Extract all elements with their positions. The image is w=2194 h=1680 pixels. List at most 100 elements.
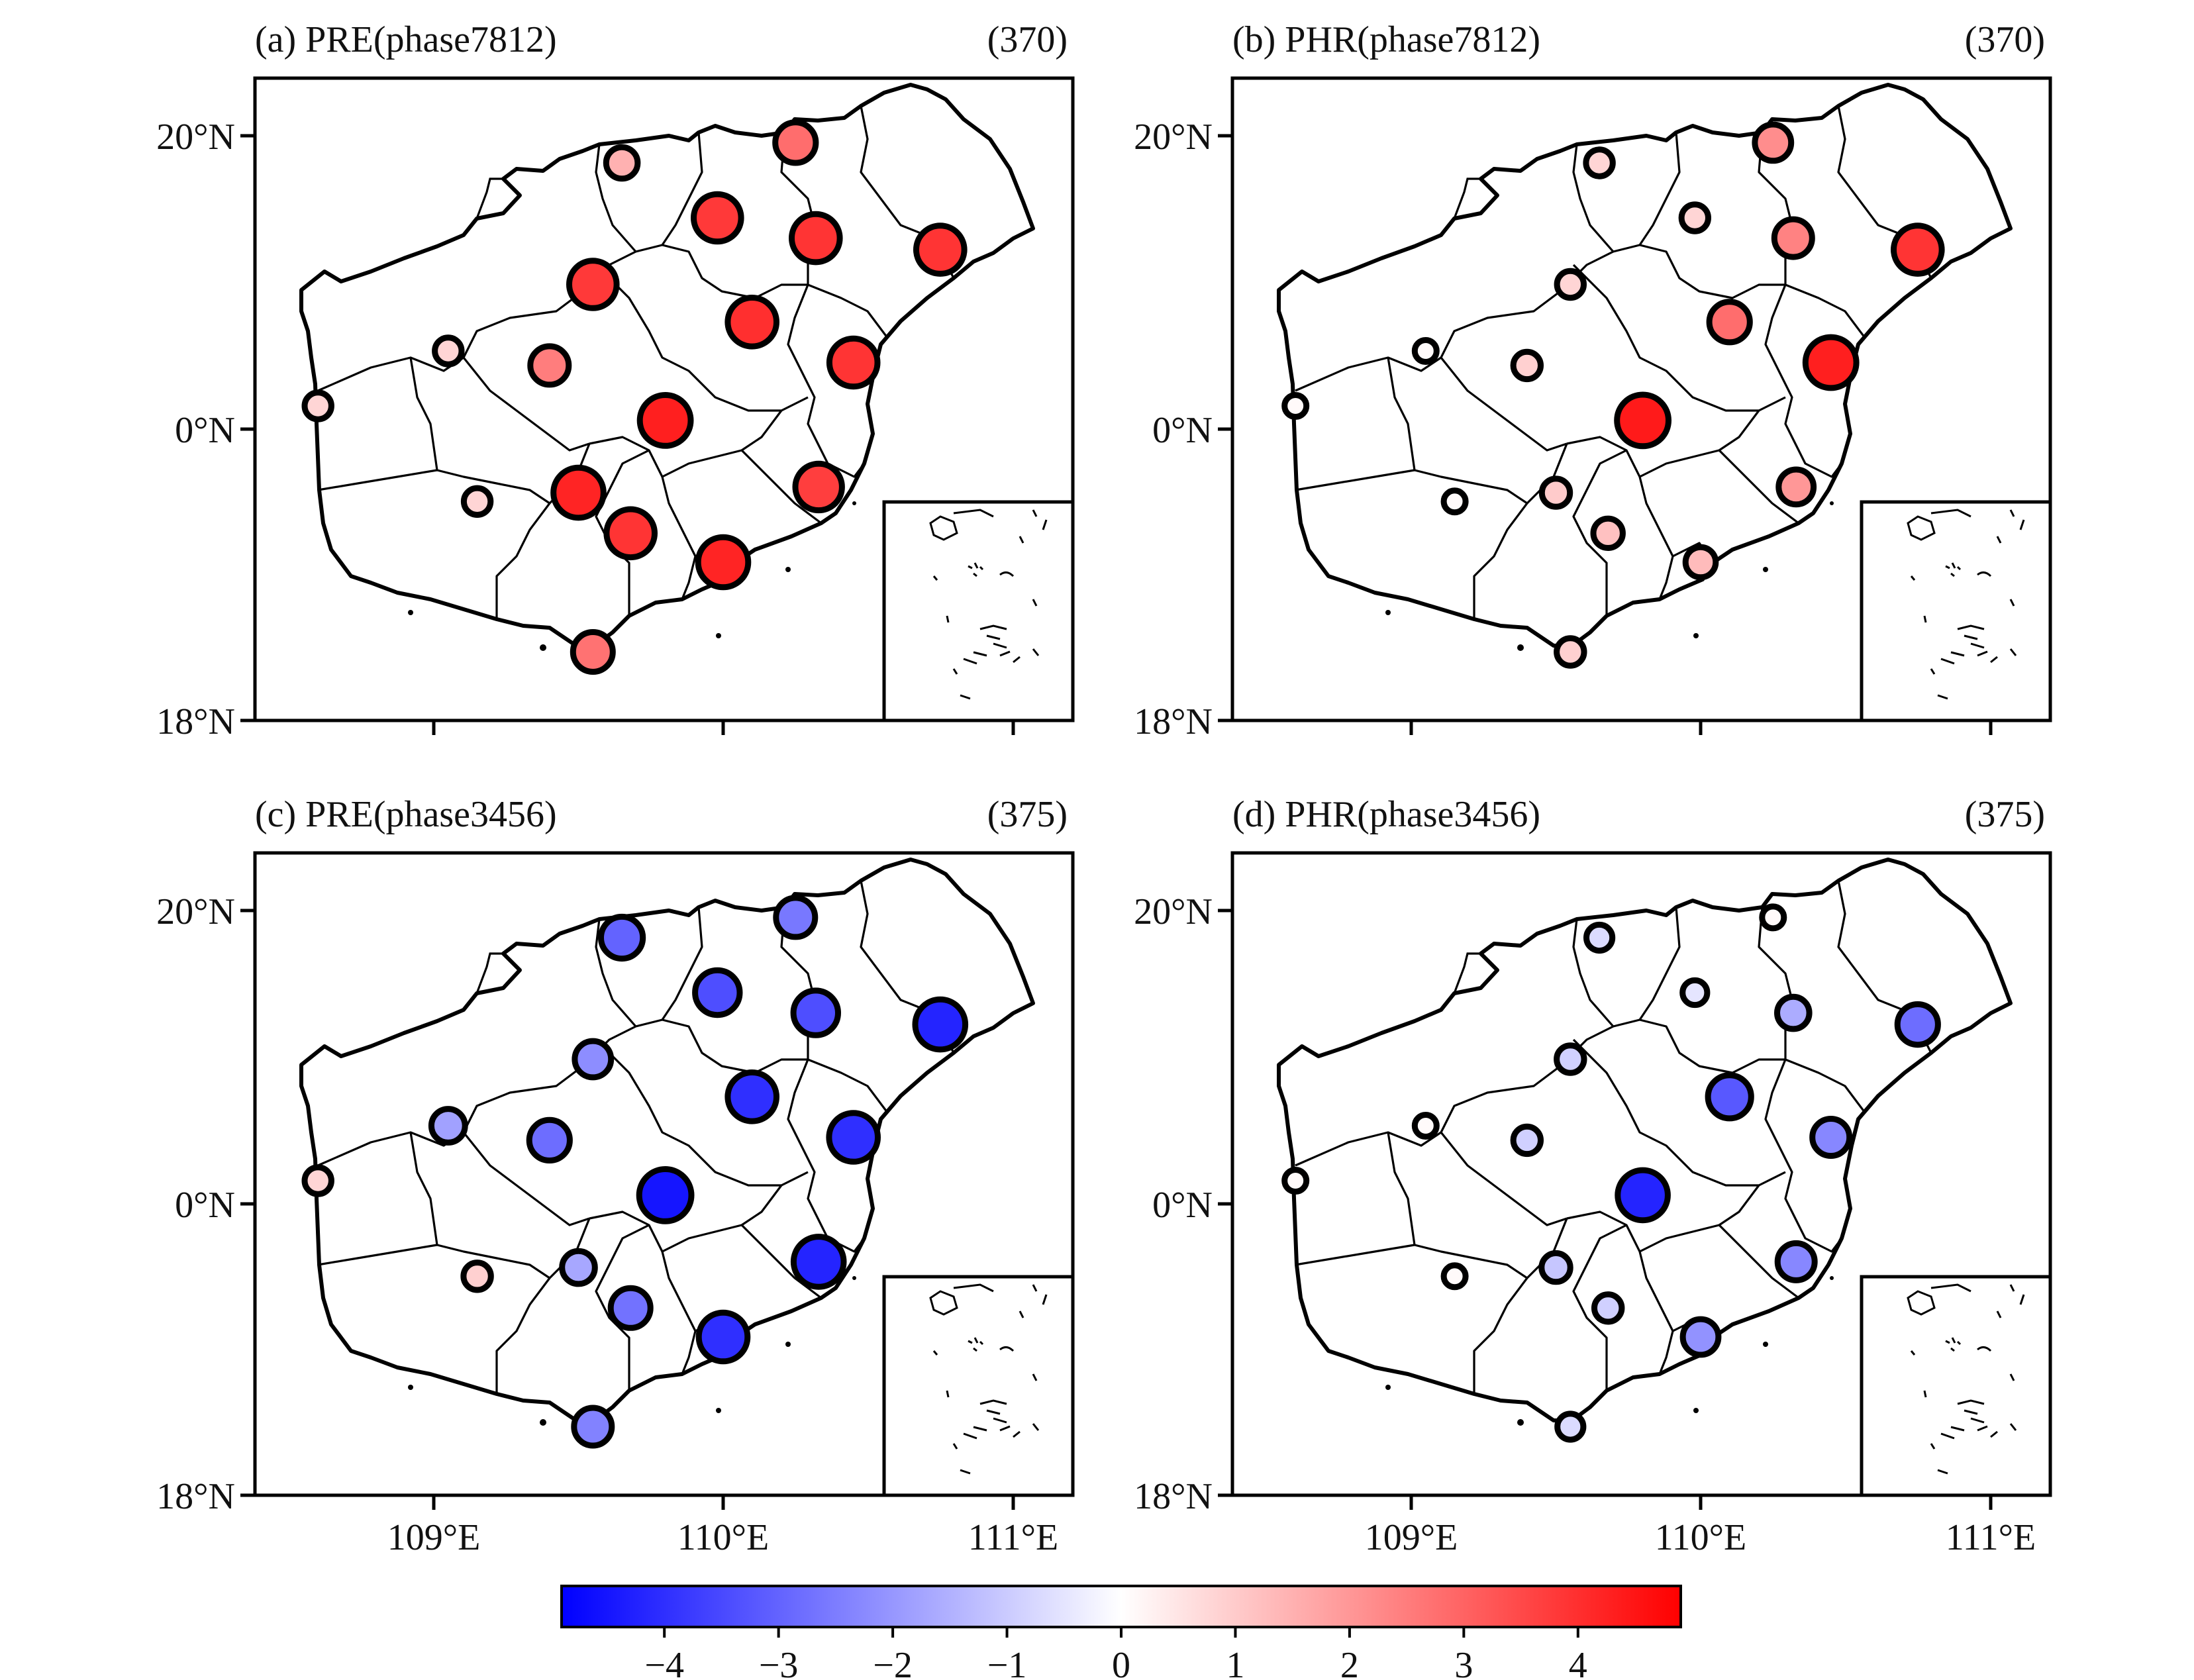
station-marker	[526, 1116, 573, 1164]
station-marker	[1554, 1042, 1587, 1076]
colorbar-tick-label: −4	[644, 1645, 684, 1680]
lat-label: 20°N	[1134, 891, 1213, 932]
station-marker	[1891, 222, 1945, 277]
station-marker	[1538, 1250, 1573, 1285]
lon-label: 111°E	[968, 1517, 1058, 1558]
inset-frame	[882, 500, 1075, 722]
station-marker	[1759, 903, 1787, 932]
lat-label: 20°N	[156, 891, 235, 932]
station-marker	[598, 913, 646, 962]
station-marker	[1774, 993, 1813, 1032]
station-marker	[1554, 1410, 1587, 1443]
lon-label: 110°E	[1655, 1517, 1747, 1558]
station-marker	[607, 1285, 654, 1331]
colorbar-tick-label: 0	[1112, 1645, 1130, 1680]
map-panels: (a) PRE(phase7812) (370)20°N0°N18°N(b) PH…	[156, 19, 2052, 1558]
panel-count: (370)	[987, 19, 1068, 60]
station-marker	[1705, 1072, 1754, 1122]
colorbar-tick-label: 2	[1340, 1645, 1359, 1680]
station-marker	[724, 295, 779, 350]
station-marker	[1583, 921, 1616, 954]
inset-frame	[1860, 1275, 2052, 1497]
inset-frame	[1860, 500, 2052, 722]
station-marker	[570, 629, 616, 675]
panel-title: (c) PRE(phase3456)	[255, 794, 557, 835]
map-panel-d: (d) PHR(phase3456) (375) 20°N 0°N 18°N 109°E 1…	[1134, 794, 2052, 1558]
station-marker	[428, 1106, 468, 1146]
station-marker	[572, 1038, 615, 1081]
station-marker	[826, 335, 881, 390]
station-marker	[1440, 487, 1469, 516]
station-marker	[1771, 216, 1815, 260]
station-marker	[1590, 515, 1626, 551]
lat-label: 20°N	[156, 117, 235, 158]
station-marker	[790, 987, 842, 1038]
colorbar-tick-label: 4	[1569, 1645, 1587, 1680]
station-marker	[724, 1069, 779, 1124]
map-panel-a: (a) PRE(phase7812) (370) 20°N 0°N 18°N	[156, 19, 1075, 742]
lat-label: 20°N	[1134, 117, 1213, 158]
station-marker	[1679, 977, 1711, 1009]
station-marker	[695, 1309, 751, 1365]
station-marker	[1538, 475, 1573, 510]
station-marker	[301, 1164, 334, 1197]
station-marker	[773, 895, 819, 940]
colorbar-tick-label: −3	[759, 1645, 799, 1680]
station-marker	[1802, 334, 1860, 391]
station-marker	[1583, 146, 1616, 179]
station-marker	[912, 996, 969, 1053]
station-marker	[1682, 544, 1719, 581]
lat-label: 18°N	[1134, 701, 1213, 742]
station-marker	[1281, 392, 1310, 420]
station-marker	[603, 144, 641, 182]
inset-frame	[882, 1275, 1075, 1497]
station-marker	[559, 1248, 598, 1287]
station-marker	[636, 1166, 695, 1224]
station-marker	[1752, 121, 1795, 164]
station-marker	[1281, 1167, 1310, 1195]
station-marker	[1809, 1116, 1853, 1159]
station-marker	[691, 191, 744, 245]
lat-label: 0°N	[175, 1185, 235, 1226]
panel-title: (d) PHR(phase3456)	[1232, 794, 1540, 835]
station-marker	[1554, 635, 1587, 669]
panel-count: (375)	[987, 794, 1068, 835]
station-marker	[1411, 337, 1440, 365]
station-marker	[301, 389, 334, 422]
station-marker	[432, 334, 465, 368]
colorbar: −4 −3 −2 −1 0 1 2 3 4	[560, 1585, 1682, 1680]
colorbar-gradient	[560, 1585, 1682, 1628]
station-marker	[527, 343, 572, 388]
lon-label: 109°E	[1365, 1517, 1458, 1558]
colorbar-tick-label: −2	[873, 1645, 913, 1680]
station-marker	[1510, 1123, 1544, 1158]
station-marker	[571, 1405, 615, 1449]
station-marker	[1774, 1240, 1818, 1283]
station-marker	[1510, 348, 1544, 383]
station-marker	[792, 460, 845, 514]
station-marker	[826, 1110, 881, 1165]
panel-title: (a) PRE(phase7812)	[255, 19, 557, 60]
colorbar-tick-label: 3	[1454, 1645, 1473, 1680]
station-marker	[913, 222, 968, 277]
station-marker	[789, 211, 843, 266]
lat-label: 18°N	[156, 701, 235, 742]
lat-label: 0°N	[1152, 1185, 1213, 1226]
station-marker	[550, 464, 607, 521]
map-panel-b: (b) PHR(phase7812) (370) 20°N 0°N 18°N	[1134, 19, 2052, 742]
station-marker	[772, 119, 819, 166]
panel-title: (b) PHR(phase7812)	[1232, 19, 1540, 60]
station-marker	[695, 534, 752, 591]
lon-label: 109°E	[387, 1517, 481, 1558]
lon-label: 111°E	[1946, 1517, 2036, 1558]
station-marker	[1706, 299, 1753, 346]
station-marker	[1591, 1291, 1625, 1325]
station-marker	[460, 1260, 494, 1293]
lat-label: 18°N	[1134, 1476, 1213, 1517]
lon-label: 110°E	[677, 1517, 770, 1558]
colorbar-tick-label: 1	[1226, 1645, 1244, 1680]
lat-label: 18°N	[156, 1476, 235, 1517]
station-marker	[1614, 391, 1671, 450]
station-marker	[566, 258, 620, 311]
